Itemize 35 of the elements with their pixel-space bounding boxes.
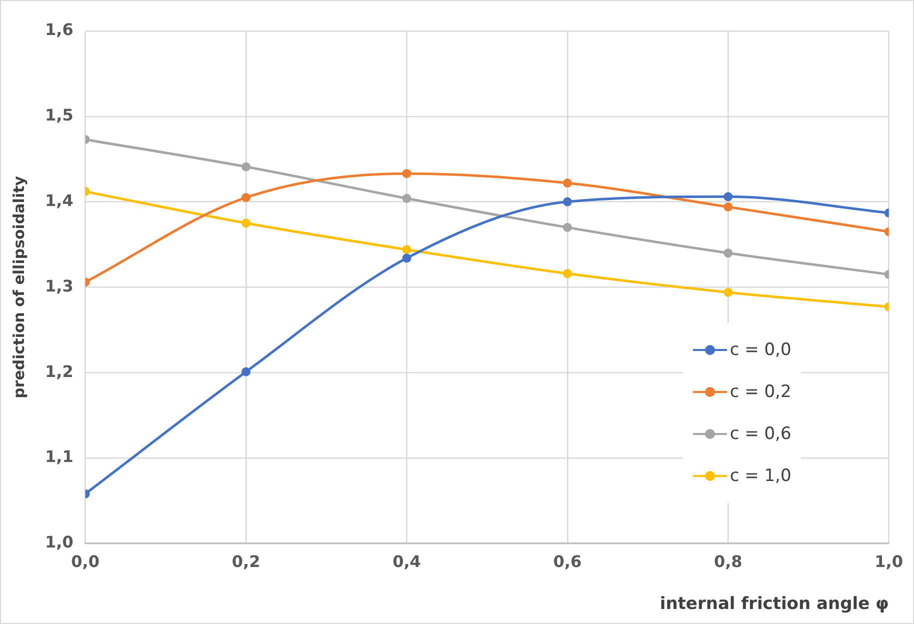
point	[562, 178, 572, 188]
legend-label: c = 0,2	[730, 382, 792, 402]
x-axis-title: internal friction angle φ	[660, 594, 889, 614]
point	[562, 269, 572, 278]
y-axis-title: prediction of ellipsoidality	[10, 176, 28, 398]
x-tick-label: 0,4	[392, 552, 421, 572]
point	[562, 197, 572, 206]
point	[724, 248, 733, 258]
point	[242, 193, 251, 202]
x-tick-label: 0,6	[553, 552, 582, 572]
y-tick-label: 1,4	[45, 190, 74, 210]
legend-label: c = 0,6	[730, 424, 792, 444]
legend-label: c = 0,0	[730, 340, 792, 360]
legend-label: c = 1,0	[730, 466, 792, 486]
point	[402, 194, 412, 203]
y-tick-label: 1,2	[45, 362, 74, 381]
point	[724, 288, 733, 297]
point	[562, 222, 572, 232]
x-tick-label: 0,2	[232, 552, 260, 572]
point	[724, 202, 733, 212]
x-tick-label: 1,0	[874, 552, 903, 572]
point	[242, 218, 251, 228]
point	[242, 367, 251, 376]
y-tick-label: 1,3	[45, 276, 74, 296]
x-tick-label: 0,0	[71, 552, 100, 572]
y-tick-label: 1,0	[45, 532, 74, 552]
y-tick-label: 1,1	[45, 447, 74, 466]
point	[402, 254, 412, 263]
y-tick-label: 1,6	[45, 20, 74, 40]
point	[242, 162, 251, 172]
point	[402, 169, 412, 178]
y-tick-label: 1,5	[45, 106, 74, 125]
point	[724, 192, 733, 202]
point	[402, 245, 412, 254]
x-tick-label: 0,8	[714, 552, 742, 572]
